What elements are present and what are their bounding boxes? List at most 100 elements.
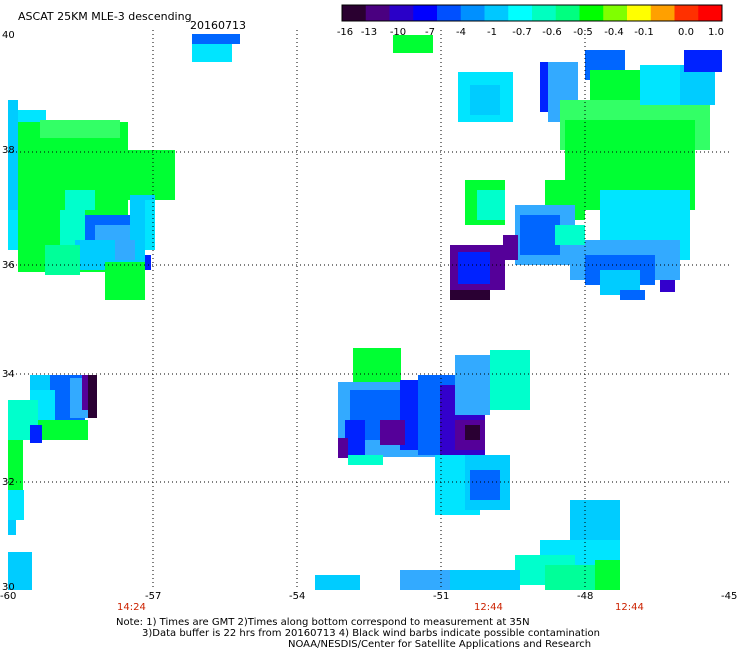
swath-patch	[338, 438, 348, 458]
lat-lon-grid	[8, 30, 730, 590]
colorbar-tick-label: 1.0	[708, 27, 724, 38]
swath-patch	[82, 375, 92, 410]
colorbar-swatch	[437, 5, 462, 21]
colorbar-tick-label: -10	[390, 27, 406, 38]
swath-patch	[30, 425, 42, 443]
swath-patch	[470, 85, 500, 115]
swath-patch	[65, 190, 95, 210]
colorbar-frame	[341, 4, 723, 22]
swath-patch	[353, 348, 401, 385]
pass-time-3: 12:44	[615, 602, 644, 613]
swath-patch	[684, 50, 722, 72]
lat-label-30: 30	[2, 582, 15, 593]
swath-patch	[477, 190, 505, 220]
colorbar-swatch	[579, 5, 604, 21]
swath-patch	[490, 350, 530, 410]
map-date: 20160713	[190, 19, 246, 32]
swath-patch	[8, 440, 23, 490]
colorbar-swatch	[342, 5, 367, 21]
lon-label-57: -57	[145, 591, 161, 602]
swath-patch	[595, 560, 620, 590]
lon-label-51: -51	[433, 591, 449, 602]
colorbar-tick-label: -4	[456, 27, 466, 38]
swath-patch	[315, 575, 360, 590]
colorbar-swatch	[698, 5, 723, 21]
colorbar-swatch	[674, 5, 699, 21]
lon-label-45: -45	[721, 591, 737, 602]
swath-patch	[393, 35, 433, 53]
swath-patch	[8, 520, 16, 535]
lon-label-60: -60	[0, 591, 16, 602]
swath-patch	[465, 425, 480, 440]
swath-patch	[458, 252, 490, 284]
colorbar-swatch	[508, 5, 533, 21]
swath-patch	[60, 210, 85, 245]
colorbar-swatch	[532, 5, 557, 21]
lon-label-54: -54	[289, 591, 305, 602]
pass-time-1: 14:24	[117, 602, 146, 613]
swath-patch	[620, 290, 645, 300]
swath-patch	[380, 420, 405, 445]
swath-patch	[8, 552, 32, 590]
lat-label-38: 38	[2, 145, 15, 156]
swath-patch	[520, 215, 560, 255]
colorbar-tick-label: -16	[337, 27, 353, 38]
colorbar-swatch	[460, 5, 485, 21]
colorbar-swatch	[603, 5, 628, 21]
map-title: ASCAT 25KM MLE-3 descending	[18, 10, 192, 23]
lat-label-36: 36	[2, 260, 15, 271]
swath-patch	[450, 290, 490, 300]
note-line-3: NOAA/NESDIS/Center for Satellite Applica…	[288, 639, 591, 650]
colorbar-tick-label: -0.7	[512, 27, 532, 38]
swath-patch	[192, 44, 232, 62]
swath-patch	[555, 225, 585, 245]
swath-patch	[125, 150, 175, 200]
lat-label-32: 32	[2, 477, 15, 488]
swath-patch	[145, 200, 155, 250]
swath-patch	[115, 240, 135, 260]
colorbar: -16 -13 -10 -7 -4 -1 -0.7 -0.6 -0.5 -0.4 -0.1 0.0 1.…	[337, 4, 724, 38]
pass-time-2: 12:44	[474, 602, 503, 613]
lon-label-48: -48	[577, 591, 593, 602]
swath-patch	[660, 280, 675, 292]
swath-patch	[455, 355, 490, 415]
colorbar-tick-label: -13	[361, 27, 377, 38]
swath-patch	[348, 455, 383, 465]
lat-label-40: 40	[2, 30, 15, 41]
note-line-1: Note: 1) Times are GMT 2)Times along bot…	[116, 617, 530, 628]
colorbar-swatch	[413, 5, 438, 21]
swath-patch	[345, 420, 365, 455]
colorbar-tick-label: -7	[425, 27, 435, 38]
swath-patch	[400, 570, 450, 590]
colorbar-tick-label: -0.6	[542, 27, 562, 38]
colorbar-swatch	[484, 5, 509, 21]
colorbar-swatch	[389, 5, 414, 21]
swath-patch	[143, 255, 151, 270]
swath-patch	[88, 375, 97, 418]
swath-patch	[8, 490, 24, 520]
colorbar-swatch	[650, 5, 675, 21]
colorbar-tick-label: -0.4	[604, 27, 624, 38]
swath-patch	[192, 34, 240, 44]
swath-patch	[8, 100, 18, 170]
colorbar-swatch	[555, 5, 580, 21]
data-swaths	[8, 34, 722, 590]
colorbar-swatch	[365, 5, 390, 21]
swath-patch	[45, 245, 80, 275]
swath-patch	[640, 65, 680, 105]
swath-patch	[105, 262, 145, 300]
swath-patch	[38, 420, 88, 440]
colorbar-tick-label: 0.0	[678, 27, 694, 38]
note-line-2: 3)Data buffer is 22 hrs from 20160713 4)…	[142, 628, 600, 639]
swath-patch	[430, 570, 520, 590]
colorbar-tick-label: -0.1	[634, 27, 654, 38]
swath-patch	[540, 62, 550, 112]
colorbar-swatch	[627, 5, 652, 21]
lat-label-34: 34	[2, 369, 15, 380]
swath-patch	[503, 235, 518, 260]
swath-patch	[470, 470, 500, 500]
colorbar-tick-label: -1	[487, 27, 497, 38]
swath-patch	[30, 138, 125, 168]
colorbar-tick-label: -0.5	[573, 27, 593, 38]
